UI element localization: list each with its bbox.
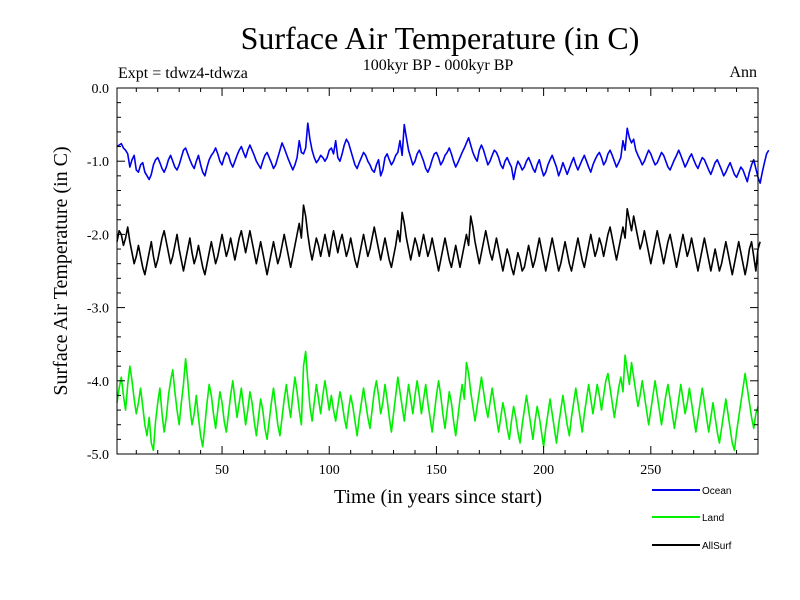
legend-label-allsurf: AllSurf <box>702 541 732 552</box>
x-tick-label: 100 <box>319 463 340 478</box>
y-tick-label: -2.0 <box>87 228 109 243</box>
y-tick-label: -1.0 <box>87 155 109 170</box>
series-line-allsurf <box>116 204 761 276</box>
experiment-label: Expt = tdwz4-tdwza <box>118 65 248 82</box>
plot-frame <box>116 87 759 455</box>
chart-subtitle: 100kyr BP - 000kyr BP <box>363 57 514 74</box>
series-line-ocean <box>116 122 770 184</box>
legend: Ocean Land AllSurf <box>652 486 732 552</box>
y-tick-label: -3.0 <box>87 302 109 317</box>
x-axis-label: Time (in years since start) <box>334 486 542 508</box>
legend-label-ocean: Ocean <box>702 486 731 497</box>
series-line-land <box>116 350 759 452</box>
chart-title: Surface Air Temperature (in C) <box>241 20 640 56</box>
x-tick-label: 150 <box>426 463 447 478</box>
season-label: Ann <box>729 64 757 81</box>
legend-label-land: Land <box>702 513 724 524</box>
y-tick-label: 0.0 <box>92 82 110 97</box>
axis-ticks-group: 50 100 150 200 250 0.0 -1.0 -2.0 -3.0 -4.0 -5.0 <box>87 82 758 478</box>
y-axis-label: Surface Air Temperature (in C) <box>50 146 72 395</box>
y-tick-label: -4.0 <box>87 375 109 390</box>
x-tick-label: 50 <box>215 463 229 478</box>
plot-series-group <box>116 122 770 452</box>
x-tick-label: 200 <box>533 463 554 478</box>
x-tick-label: 250 <box>640 463 661 478</box>
y-tick-label: -5.0 <box>87 448 109 463</box>
